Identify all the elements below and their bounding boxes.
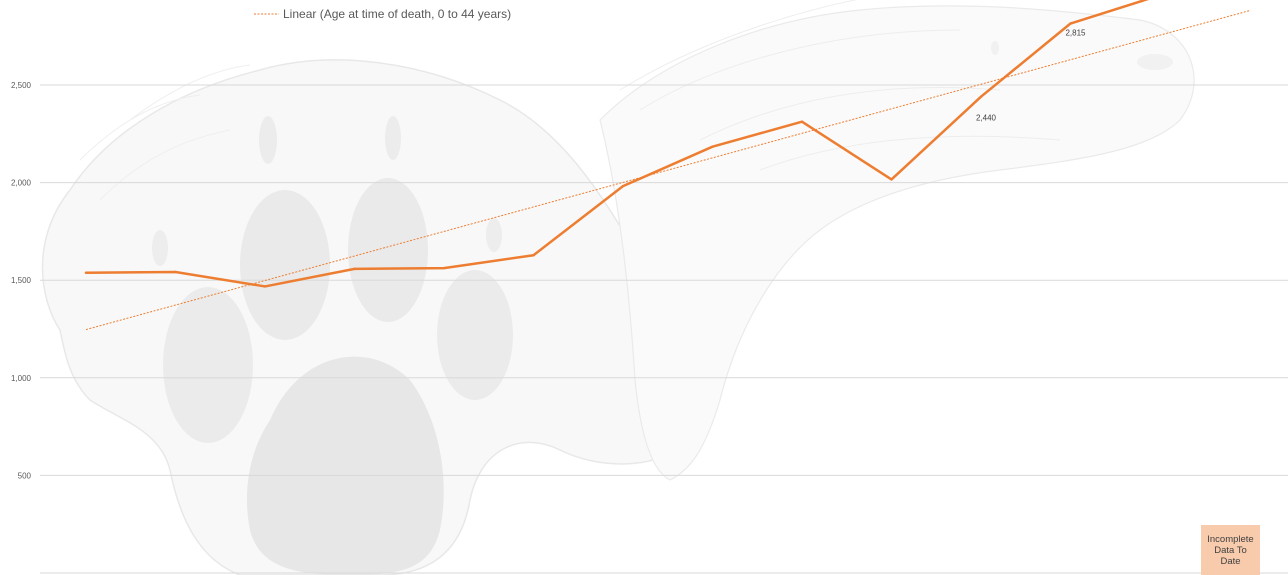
y-tick-label: 2,500 [11, 81, 32, 90]
data-point-4 [353, 267, 356, 271]
wolf-paw-sketch-image [41, 0, 1195, 575]
data-point-6 [532, 254, 535, 257]
y-tick-label: 1,000 [11, 374, 32, 383]
data-point-12 [1069, 22, 1072, 25]
series-layer [84, 0, 1149, 288]
data-label: 2,440 [976, 114, 997, 123]
incomplete-data-annotation: Incomplete Data To Date [1201, 525, 1260, 575]
data-point-5 [442, 266, 446, 270]
legend: Linear (Age at time of death, 0 to 44 ye… [254, 7, 511, 21]
data-label: 2,815 [1065, 29, 1086, 38]
data-point-7 [621, 184, 625, 188]
data-point-3 [263, 285, 267, 288]
trendline-layer [85, 10, 1250, 331]
data-point-1 [84, 271, 88, 274]
y-axis-tick-labels: 500 1,000 1,500 2,000 2,500 [11, 81, 32, 480]
data-point-2 [174, 270, 177, 274]
legend-entry-trendline: Linear (Age at time of death, 0 to 44 ye… [283, 7, 511, 21]
gridlines [40, 84, 1288, 574]
y-tick-label: 1,500 [11, 276, 32, 285]
data-point-9 [800, 120, 804, 123]
data-labels: 2,440 2,815 [976, 29, 1086, 123]
linear-trendline [85, 10, 1250, 331]
data-point-10 [890, 178, 893, 181]
y-tick-label: 2,000 [11, 179, 32, 188]
data-point-8 [711, 145, 714, 148]
data-point-11 [979, 95, 983, 98]
y-tick-label: 500 [18, 471, 32, 480]
